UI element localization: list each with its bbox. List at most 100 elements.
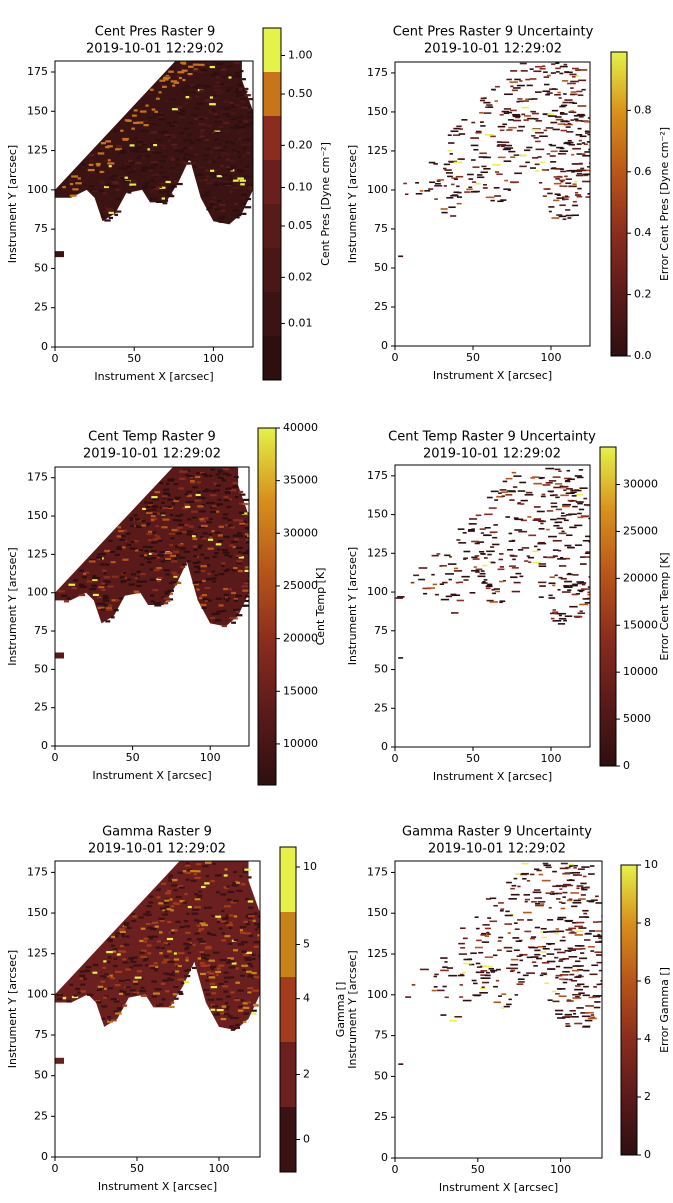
raster-pixel	[204, 964, 211, 967]
raster-pixel	[106, 580, 111, 584]
raster-pixel	[80, 990, 86, 993]
raster-pixel	[147, 501, 153, 504]
raster-pixel	[433, 975, 437, 978]
raster-pixel	[210, 986, 218, 989]
raster-pixel	[192, 966, 197, 970]
raster-pixel	[189, 481, 196, 484]
raster-pixel	[563, 93, 567, 95]
raster-pixel	[462, 937, 468, 940]
raster-pixel	[567, 217, 572, 219]
raster-pixel	[526, 972, 535, 974]
raster-pixel	[108, 176, 114, 179]
raster-pixel	[160, 907, 166, 910]
raster-pixel	[100, 552, 107, 556]
raster-pixel	[205, 61, 212, 65]
raster-pixel	[194, 499, 202, 502]
raster-pixel	[573, 866, 577, 869]
raster-pixel	[535, 120, 542, 122]
raster-pixel	[559, 888, 563, 890]
raster-pixel	[159, 159, 166, 163]
raster-pixel	[563, 123, 573, 126]
raster-pixel	[507, 111, 513, 114]
raster-pixel	[518, 530, 528, 533]
raster-pixel	[541, 169, 548, 171]
raster-pixel	[171, 133, 176, 136]
raster-pixel	[225, 1005, 230, 1008]
raster-pixel	[480, 121, 484, 123]
raster-pixel	[243, 90, 248, 93]
raster-pixel	[235, 981, 240, 984]
raster-pixel	[104, 549, 111, 553]
raster-pixel	[227, 182, 233, 186]
raster-pixel	[584, 151, 590, 153]
raster-pixel	[539, 585, 546, 587]
raster-pixel	[174, 963, 179, 966]
raster-pixel	[419, 190, 424, 192]
raster-pixel	[96, 164, 101, 167]
raster-pixel	[119, 944, 125, 948]
raster-pixel	[114, 553, 120, 556]
raster-pixel	[490, 135, 496, 138]
colorbar-tick-label: 0	[623, 759, 630, 772]
raster-pixel	[217, 476, 223, 479]
raster-pixel	[237, 532, 242, 535]
raster-pixel	[484, 935, 490, 937]
raster-pixel	[115, 598, 121, 602]
raster-pixel	[221, 151, 227, 154]
raster-pixel	[448, 974, 458, 977]
raster-pixel	[235, 554, 242, 557]
raster-pixel	[577, 502, 583, 505]
raster-pixel	[192, 943, 196, 946]
raster-pixel	[524, 149, 531, 152]
raster-pixel	[530, 956, 539, 958]
raster-pixel	[559, 150, 569, 152]
raster-pixel	[566, 1000, 574, 1002]
raster-pixel	[218, 525, 224, 528]
raster-pixel	[228, 174, 232, 177]
raster-pixel	[69, 194, 77, 197]
raster-pixel	[594, 1001, 599, 1003]
raster-pixel	[508, 150, 516, 153]
x-tick-label: 50	[471, 1163, 485, 1176]
raster-pixel	[555, 974, 563, 977]
raster-pixel	[173, 573, 180, 577]
raster-pixel	[192, 516, 197, 519]
colorbar-band	[280, 847, 296, 912]
raster-pixel	[474, 542, 480, 545]
raster-pixel	[211, 490, 216, 493]
raster-pixel	[574, 475, 582, 477]
raster-pixel	[247, 906, 254, 909]
raster-pixel	[561, 978, 569, 981]
raster-pixel	[564, 557, 571, 560]
raster-pixel	[557, 623, 566, 625]
raster-pixel	[209, 103, 216, 106]
raster-pixel	[105, 146, 110, 149]
raster-pixel	[582, 909, 589, 912]
raster-pixel	[572, 574, 579, 576]
raster-pixel	[215, 891, 220, 894]
raster-pixel	[574, 925, 584, 928]
raster-pixel	[485, 587, 491, 590]
raster-pixel	[238, 1005, 243, 1008]
raster-pixel	[182, 563, 187, 566]
raster-pixel	[212, 205, 218, 208]
raster-pixel	[222, 472, 229, 475]
raster-pixel	[122, 943, 130, 946]
raster-pixel	[224, 554, 229, 557]
raster-pixel	[596, 961, 602, 964]
raster-pixel	[155, 185, 162, 188]
raster-pixel	[106, 208, 114, 211]
raster-pixel	[178, 116, 186, 119]
raster-pixel	[225, 89, 231, 93]
raster-pixel	[560, 485, 569, 488]
raster-pixel	[213, 147, 221, 150]
raster-pixel	[251, 953, 256, 957]
raster-pixel	[183, 127, 190, 130]
raster-pixel	[105, 184, 111, 187]
raster-pixel	[500, 1007, 505, 1009]
raster-pixel	[582, 994, 590, 997]
raster-pixel	[561, 591, 571, 593]
raster-pixel	[476, 130, 482, 133]
raster-pixel	[226, 115, 232, 118]
raster-pixel	[473, 148, 479, 151]
